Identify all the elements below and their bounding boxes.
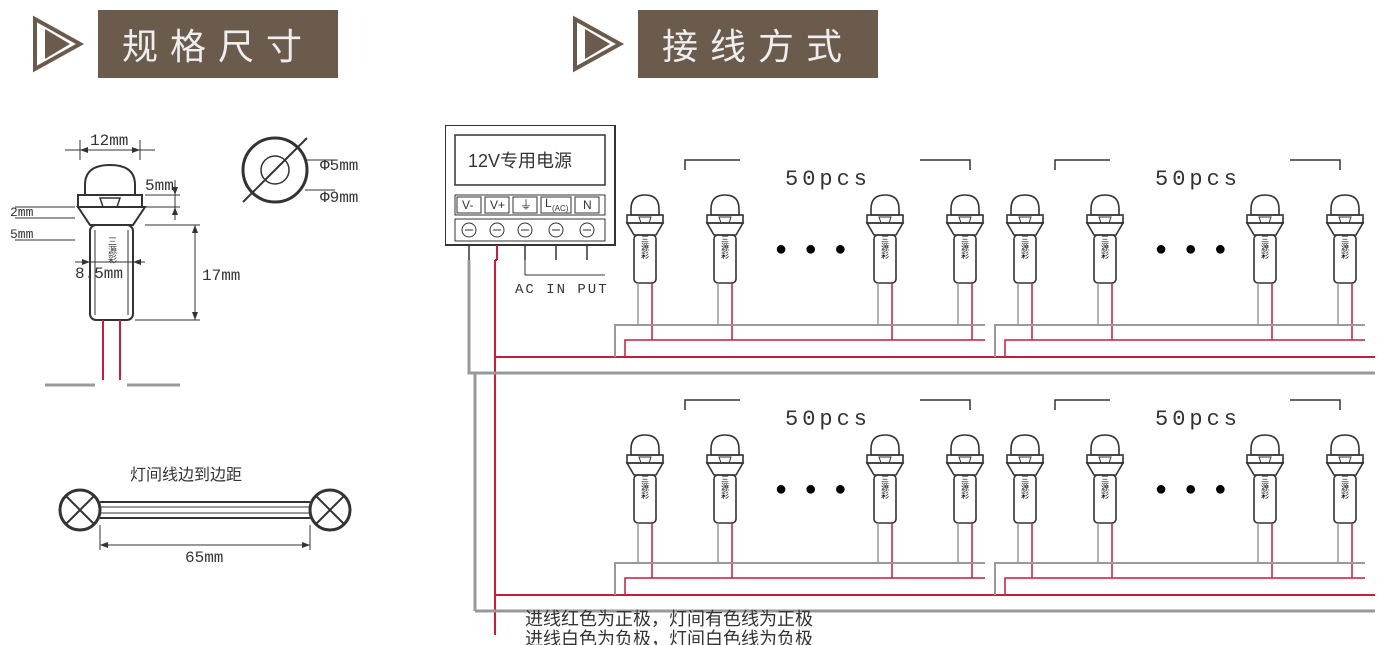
svg-text:⏚: ⏚ (520, 198, 532, 212)
note-line1: 进线红色为正极，灯间有色线为正极 (525, 609, 813, 629)
dim-inner-width: 8.5mm (75, 265, 123, 283)
row1-group2: ● ● ● (995, 195, 1365, 357)
dim-left-step2: 5mm (10, 227, 34, 242)
svg-text:● ● ●: ● ● ● (1155, 238, 1232, 260)
svg-text:V+: V+ (490, 198, 505, 212)
svg-text:V-: V- (462, 198, 473, 212)
psu-title: 12V专用电源 (468, 151, 572, 171)
svg-text:L: L (545, 196, 552, 210)
row1-group1: ● ● ● (615, 195, 985, 357)
row2-group2-label: 50pcs (1155, 407, 1241, 432)
dim-hole-small: Φ5mm (320, 157, 358, 175)
row2-group1-label: 50pcs (785, 407, 871, 432)
spacing-label: 灯间线边到边距 (130, 466, 242, 484)
header-spec: 规格尺寸 (30, 10, 338, 78)
lamp-drawing: 三源彩 (78, 165, 145, 320)
dim-body-height: 17mm (202, 267, 240, 285)
dim-shoulder: 5mm (145, 177, 174, 195)
spec-diagram: 12mm 三源彩 5mm 17mm 8.5mm 2mm 5mm (5, 120, 405, 620)
svg-text:● ● ●: ● ● ● (775, 478, 852, 500)
row1-group2-label: 50pcs (1155, 167, 1241, 192)
svg-text:● ● ●: ● ● ● (775, 238, 852, 260)
dim-spacing: 65mm (185, 549, 223, 567)
row2-group1: ● ● ● (615, 435, 985, 595)
triangle-icon (570, 14, 630, 74)
row2-group2: ● ● ● (995, 435, 1365, 595)
svg-text:N: N (583, 198, 592, 212)
psu-box: 12V专用电源 V- V+ ⏚ L (AC) N (445, 125, 615, 245)
wiring-diagram: 12V专用电源 V- V+ ⏚ L (AC) N AC IN PUT (445, 125, 1385, 645)
svg-text:(AC): (AC) (552, 204, 569, 213)
header-wiring: 接线方式 (570, 10, 878, 78)
dim-left-step1: 2mm (10, 205, 34, 220)
header-wiring-label: 接线方式 (638, 10, 878, 78)
hole-diagram: Φ5mm Φ9mm (243, 138, 358, 207)
row1-group1-label: 50pcs (785, 167, 871, 192)
svg-text:● ● ●: ● ● ● (1155, 478, 1232, 500)
dim-hole-large: Φ9mm (320, 189, 358, 207)
note-line2: 进线白色为负极，灯间白色线为负极 (525, 629, 813, 645)
spacing-diagram: 灯间线边到边距 65mm (60, 466, 350, 567)
lamp-brand-label: 三源彩 (107, 237, 117, 265)
dim-top-width: 12mm (90, 132, 128, 150)
triangle-icon (30, 14, 90, 74)
header-spec-label: 规格尺寸 (98, 10, 338, 78)
ac-input-label: AC IN PUT (515, 282, 609, 298)
